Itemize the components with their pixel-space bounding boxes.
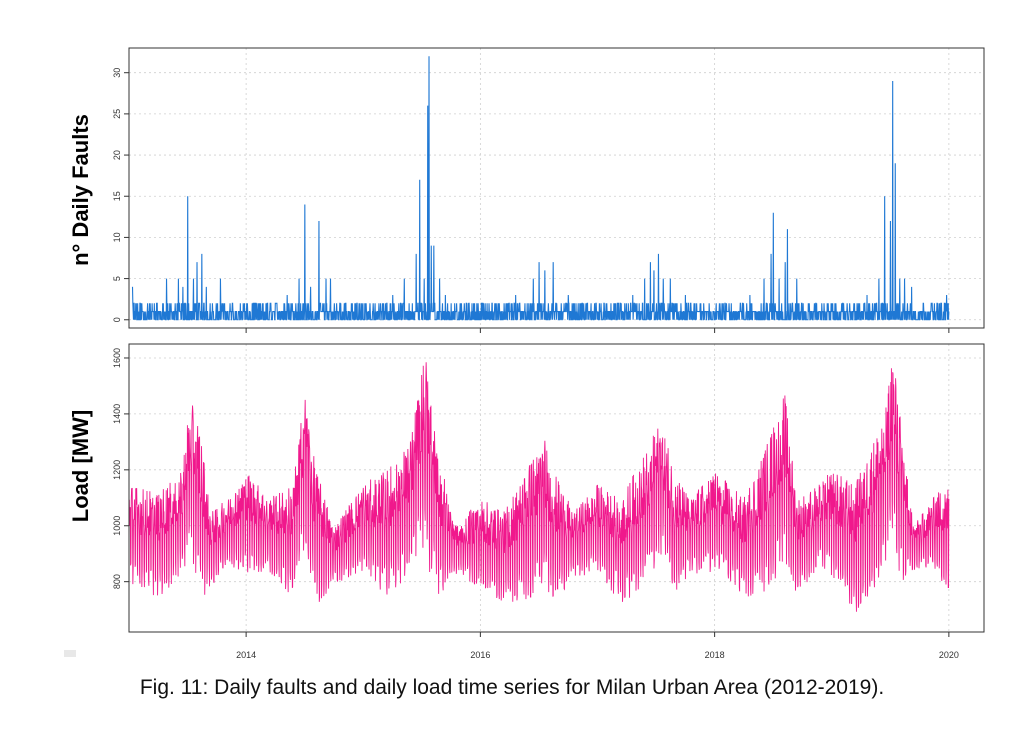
faults-y-tick-label: 20 — [112, 150, 122, 160]
faults-y-ticks: 0 5 10 15 20 25 30 — [112, 68, 950, 333]
faults-panel: 0 5 10 15 20 25 30 n° Daily Faults — [68, 47, 985, 333]
faults-y-tick-label: 30 — [112, 68, 122, 78]
faults-plot-frame — [128, 47, 985, 329]
faults-series-line — [131, 56, 950, 321]
load-y-tick-label: 800 — [112, 574, 122, 589]
load-y-tick-label: 1600 — [112, 348, 122, 368]
faults-y-axis-label: n° Daily Faults — [68, 114, 93, 266]
faults-y-tick-label: 5 — [112, 276, 122, 281]
load-panel: 800 1000 1200 1400 1600 2014 2016 2018 2020 Loa… — [68, 343, 985, 660]
load-x-tick-label: 2020 — [939, 650, 959, 660]
load-y-ticks: 800 1000 1200 1400 1600 — [112, 348, 129, 589]
load-y-tick-label: 1400 — [112, 404, 122, 424]
load-y-axis-label: Load [MW] — [68, 410, 93, 522]
load-x-tick-label: 2016 — [470, 650, 490, 660]
figure-artifact-mark — [64, 650, 76, 657]
faults-y-tick-label: 10 — [112, 232, 122, 242]
faults-y-tick-label: 25 — [112, 109, 122, 119]
figure-caption: Fig. 11: Daily faults and daily load tim… — [139, 676, 885, 699]
load-x-tick-label: 2014 — [236, 650, 256, 660]
load-y-tick-label: 1200 — [112, 460, 122, 480]
load-x-tick-label: 2018 — [705, 650, 725, 660]
load-plot-frame — [128, 343, 985, 633]
load-series-line — [128, 362, 950, 612]
faults-grid — [129, 48, 984, 328]
load-x-ticks: 2014 2016 2018 2020 — [236, 632, 959, 660]
faults-y-tick-label: 0 — [112, 317, 122, 322]
load-y-tick-label: 1000 — [112, 516, 122, 536]
faults-y-tick-label: 15 — [112, 191, 122, 201]
